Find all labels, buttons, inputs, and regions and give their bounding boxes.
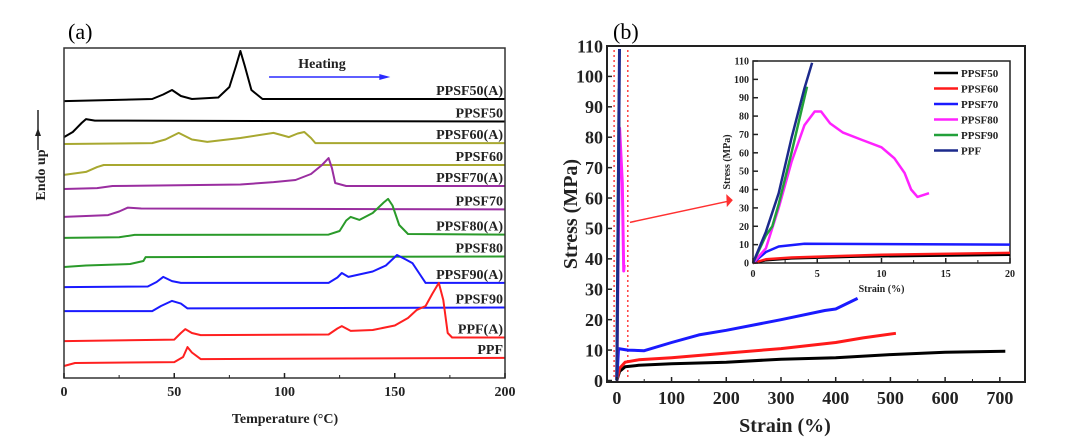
dsc-curve-ppsf60 [63,164,505,176]
x-tick-label: 100 [274,385,295,400]
dsc-curve-ppsf90a [63,254,505,289]
y-tick-label: 20 [739,222,749,233]
y-tick-label: 60 [585,188,603,208]
y-tick-label: 80 [739,112,749,123]
x-tick-label: 200 [713,388,740,408]
x-axis-title-b: Strain (%) [739,415,831,437]
inset-curve-ppf [751,62,814,264]
dsc-curve-ppsf50 [63,118,506,138]
y-tick-label: 20 [585,310,603,330]
legend-label: PPSF50 [961,68,999,80]
legend-label: PPSF80 [961,115,999,127]
curve-label: PPSF90(A) [436,268,503,283]
legend-label: PPSF60 [961,84,999,96]
y-tick-label: 50 [739,167,749,178]
curve-label: PPF(A) [458,323,503,338]
x-tick-label: 0 [61,385,68,400]
inset-x-axis-title: Strain (%) [859,284,905,295]
y-tick-label: 110 [577,36,603,56]
y-tick-label: 100 [734,75,749,86]
x-axis-title-a: Temperature (°C) [232,412,339,427]
y-tick-label: 10 [739,240,749,251]
y-tick-label: 0 [594,371,603,391]
stress-strain-curve-ppsf70 [615,297,859,381]
y-axis-title-b: Stress (MPa) [560,159,582,269]
zoom-arrow-line [629,200,730,224]
curve-label: PPSF70(A) [436,171,503,186]
dsc-curve-ppsf50a [63,50,505,103]
curve-label: PPSF90 [456,293,503,308]
dsc-curve-ppsf90 [64,299,506,313]
y-axis-title-a: Endo up [34,149,49,200]
x-tick-label: 0 [612,388,621,408]
x-tick-label: 0 [751,269,756,280]
stress-strain-curve-ppsf50 [615,349,1006,381]
y-tick-label: 40 [739,185,749,196]
dsc-curve-ppsf80a [63,197,506,239]
dsc-curve-ppsf80 [63,255,506,268]
x-tick-label: 15 [941,269,951,280]
y-tick-label: 30 [739,203,749,214]
panel-label-b: (b) [613,19,639,44]
dsc-curve-ppf [63,346,506,367]
y-tick-label: 0 [744,259,749,270]
stress-strain-curve-ppsf60 [615,331,897,381]
legend-label: PPSF90 [961,130,999,142]
x-tick-label: 700 [986,388,1013,408]
y-tick-label: 90 [585,97,603,117]
y-tick-label: 60 [739,148,749,159]
y-tick-label: 50 [585,219,603,239]
x-tick-label: 200 [495,385,516,400]
x-tick-label: 50 [167,385,181,400]
dsc-curve-ppfa [63,281,505,343]
y-tick-label: 70 [585,158,603,178]
y-tick-label: 80 [585,128,603,148]
curve-label: PPSF50 [456,107,503,122]
y-tick-label: 10 [585,340,603,360]
legend-label: PPSF70 [961,99,999,111]
plot-frame-b [606,45,1026,383]
heating-annotation: Heating [298,57,345,72]
stress-strain-curve-ppf [615,48,621,381]
dsc-curve-ppsf70a [63,157,505,190]
inset-y-axis-title: Stress (MPa) [722,134,733,189]
inset-curve-ppsf70 [752,242,1011,264]
inset-curve-ppsf80 [752,110,930,264]
y-tick-label: 70 [739,130,749,141]
curve-label: PPSF80(A) [436,220,503,235]
legend-label: PPF [961,146,981,158]
curve-label: PPSF70 [456,194,503,209]
curve-label: PPSF50(A) [436,84,503,99]
curve-label: PPF [477,343,503,358]
y-tick-label: 30 [585,280,603,300]
dsc-curve-ppsf70 [63,206,506,218]
curve-label: PPSF60(A) [436,128,503,143]
heating-arrow-head [379,74,391,80]
x-tick-label: 400 [822,388,849,408]
x-tick-label: 5 [815,269,820,280]
y-tick-label: 90 [739,93,749,104]
x-tick-label: 150 [384,385,405,400]
x-tick-label: 100 [658,388,685,408]
x-tick-label: 20 [1005,269,1015,280]
curve-label: PPSF80 [456,242,503,257]
x-tick-label: 600 [932,388,959,408]
endo-arrow-head [35,128,41,136]
zoom-arrow-head [726,194,733,208]
inset-frame [752,60,1011,264]
y-tick-label: 100 [576,67,603,87]
x-tick-label: 10 [877,269,887,280]
inset-curve-ppsf60 [752,251,1011,265]
y-tick-label: 110 [735,57,749,68]
panel-label-a: (a) [68,19,92,44]
curve-label: PPSF60 [456,150,503,165]
y-tick-label: 40 [585,249,603,269]
x-tick-label: 300 [767,388,794,408]
x-tick-label: 500 [877,388,904,408]
dsc-curve-ppsf60a [63,131,505,145]
